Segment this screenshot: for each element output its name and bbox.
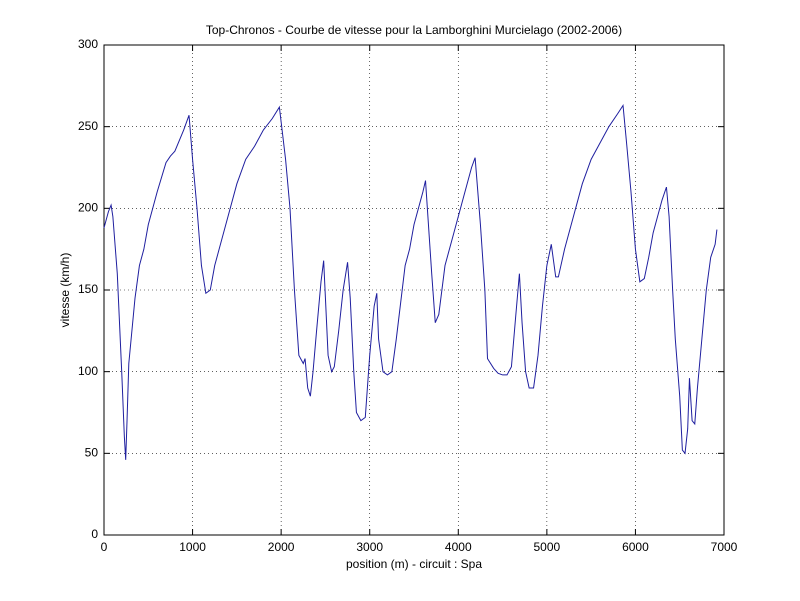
x-tick-label: 6000 bbox=[622, 540, 649, 554]
x-tick-label: 5000 bbox=[534, 540, 561, 554]
y-tick-label: 100 bbox=[78, 364, 98, 378]
y-tick-label: 300 bbox=[78, 37, 98, 51]
y-tick-label: 250 bbox=[78, 119, 98, 133]
y-tick-label: 200 bbox=[78, 201, 98, 215]
chart-title: Top-Chronos - Courbe de vitesse pour la … bbox=[206, 23, 622, 37]
speed-line bbox=[103, 103, 718, 460]
x-tick-label: 4000 bbox=[445, 540, 472, 554]
y-tick-label: 0 bbox=[91, 527, 98, 541]
x-tick-label: 1000 bbox=[179, 540, 206, 554]
y-axis-label: vitesse (km/h) bbox=[58, 253, 72, 328]
x-tick-label: 2000 bbox=[268, 540, 295, 554]
y-tick-label: 150 bbox=[78, 282, 98, 296]
x-tick-label: 0 bbox=[101, 540, 108, 554]
x-axis-label: position (m) - circuit : Spa bbox=[346, 557, 482, 571]
x-tick-label: 3000 bbox=[356, 540, 383, 554]
x-tick-label: 7000 bbox=[711, 540, 738, 554]
y-tick-label: 50 bbox=[85, 446, 99, 460]
plot-frame bbox=[103, 44, 725, 536]
